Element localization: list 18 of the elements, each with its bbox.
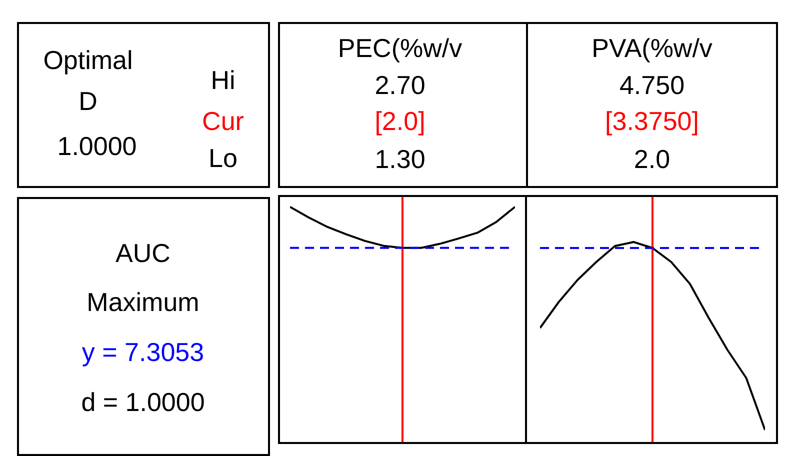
text: Optimal: [43, 45, 133, 75]
text: [3.3750]: [605, 106, 699, 136]
text: Lo: [208, 143, 238, 173]
text: 2.0: [634, 144, 670, 174]
text: Cur: [202, 106, 244, 136]
text: D: [78, 86, 98, 116]
text: Maximum: [86, 287, 200, 317]
text: Hi: [210, 65, 236, 95]
chart-title: PEC(%w/v: [338, 33, 462, 63]
text: 1.0000: [57, 131, 137, 161]
text: d = 1.0000: [81, 387, 205, 417]
text: 2.70: [374, 70, 426, 100]
text: y = 7.3053: [82, 337, 204, 367]
text: AUC: [116, 238, 170, 268]
chart-title: PVA(%w/v: [592, 33, 712, 63]
text: 1.30: [374, 144, 426, 174]
text: [2.0]: [374, 106, 426, 136]
text: 4.750: [619, 70, 685, 100]
